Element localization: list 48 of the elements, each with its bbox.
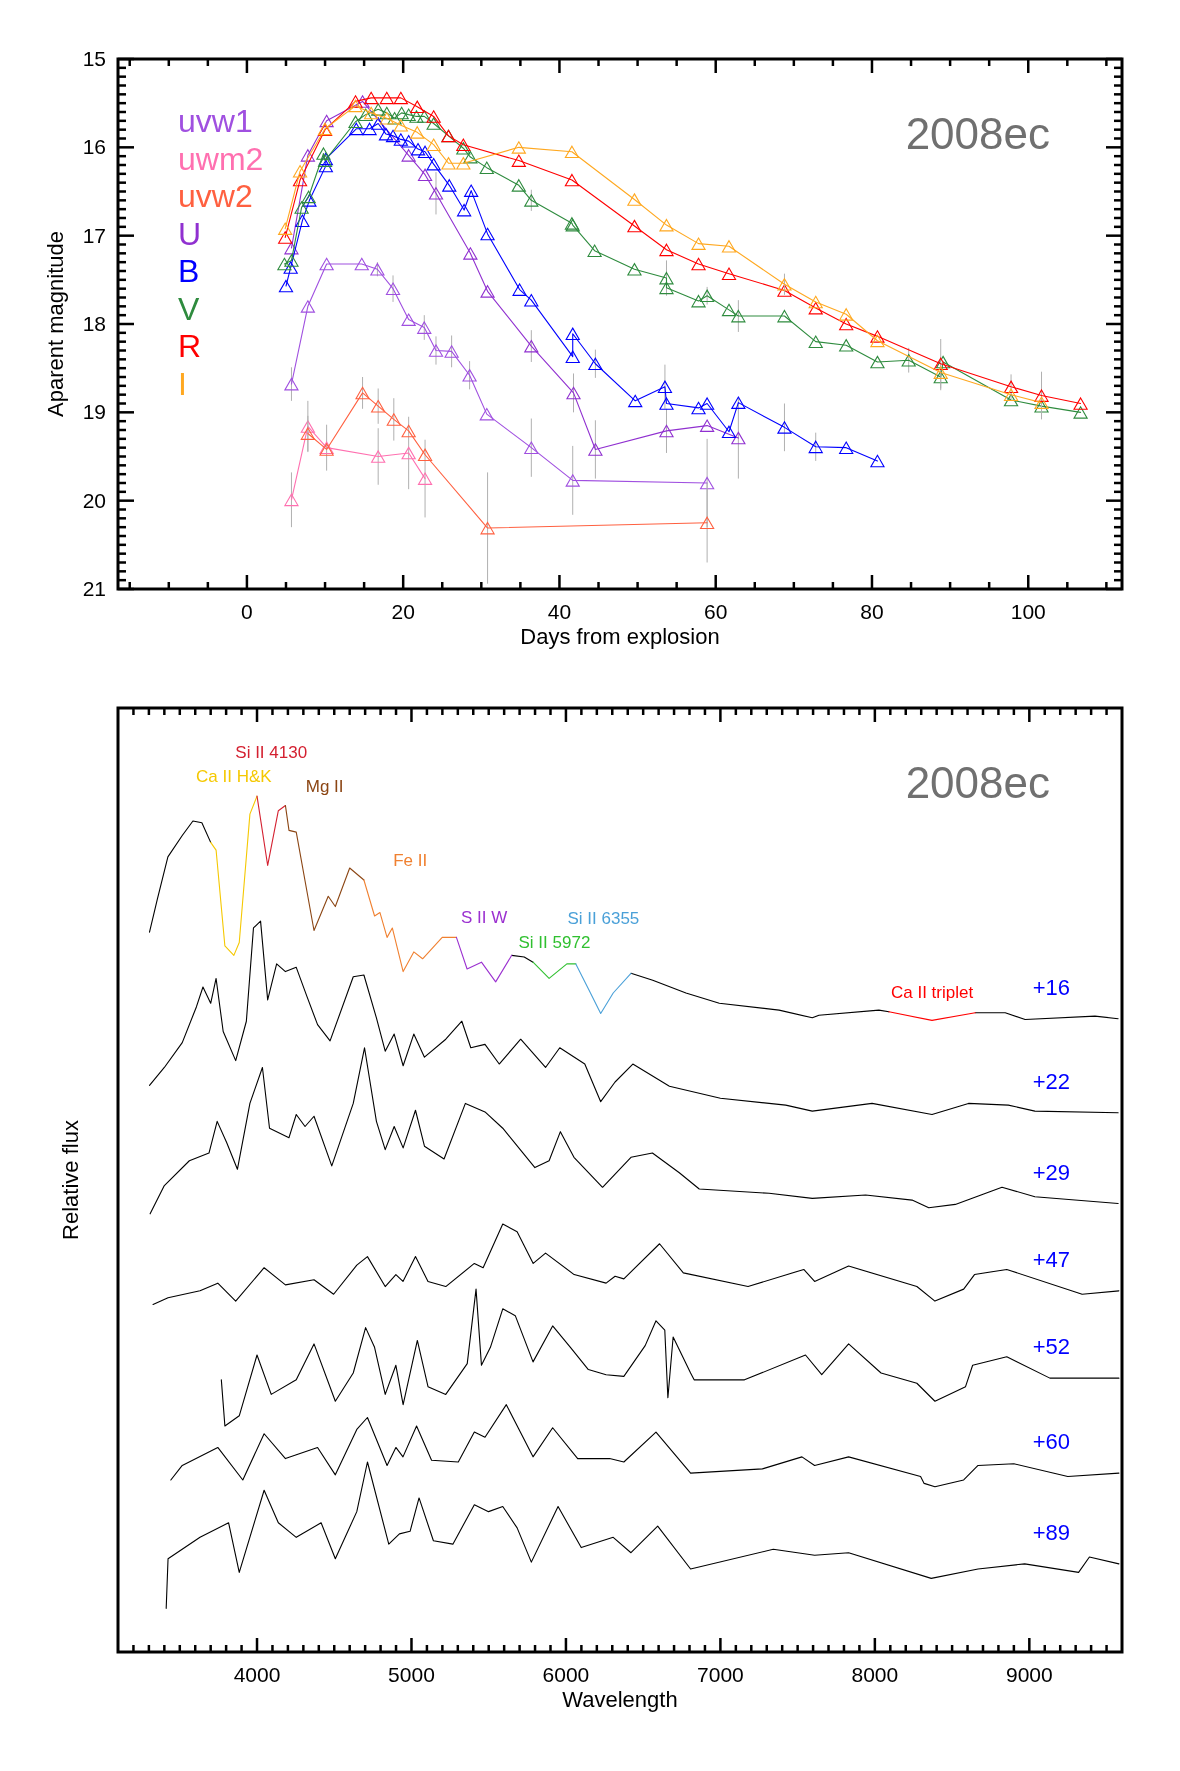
x-tick-label: 8000: [851, 1663, 899, 1686]
y-axis-title: Relative flux: [58, 1120, 83, 1240]
series-label: +52: [1032, 1334, 1070, 1360]
text: uwm2: [178, 140, 264, 177]
text: uvw1: [178, 103, 253, 139]
text: Si II 4130: [235, 743, 308, 763]
y-tick-label: 16: [82, 135, 106, 159]
text: Si II 6355: [567, 909, 640, 929]
series-label: Si II 5972: [518, 933, 591, 953]
y-axis-title: Aparent magnitude: [43, 231, 68, 417]
x-tick-label: 5000: [388, 1663, 435, 1686]
x-tick-label: 80: [860, 600, 884, 623]
series-label: Mg II: [305, 776, 344, 796]
x-axis-title: Days from explosion: [520, 624, 720, 649]
series-label: +60: [1032, 1429, 1070, 1455]
annotation: 2008ec: [905, 758, 1050, 807]
x-tick-label: 0: [241, 600, 253, 623]
series-label: +89: [1032, 1519, 1070, 1545]
series-label: Fe II: [393, 851, 428, 871]
series-label: Ca II H&K: [196, 767, 273, 787]
text: R: [178, 328, 202, 364]
y-tick-label: 19: [82, 400, 106, 424]
text: I: [178, 365, 187, 402]
series-label: S II W: [460, 908, 508, 928]
y-tick-label: 21: [82, 577, 106, 600]
x-tick-label: 9000: [1005, 1663, 1053, 1686]
series-label: +22: [1032, 1068, 1070, 1094]
x-tick-label: 6000: [542, 1663, 590, 1686]
x-tick-label: 100: [1010, 600, 1046, 623]
text: U: [178, 215, 202, 252]
x-tick-label: 4000: [233, 1663, 281, 1686]
text: V: [178, 290, 200, 327]
y-tick-label: 17: [82, 223, 106, 247]
series-label: +16: [1032, 974, 1070, 1000]
series-label: +29: [1032, 1159, 1070, 1185]
annotation: 2008ec: [905, 109, 1050, 158]
x-tick-label: 60: [704, 600, 728, 623]
y-tick-label: 15: [82, 47, 106, 70]
x-tick-label: 7000: [697, 1663, 744, 1686]
text: B: [178, 253, 200, 289]
x-tick-label: 20: [391, 600, 415, 623]
y-tick-label: 18: [82, 312, 106, 335]
y-tick-label: 20: [82, 488, 106, 512]
x-tick-label: 40: [547, 600, 572, 623]
series-label: +47: [1032, 1246, 1070, 1272]
x-axis-title: Wavelength: [562, 1687, 678, 1712]
series-label: Ca II triplet: [890, 982, 974, 1002]
text: uvw2: [178, 178, 253, 214]
